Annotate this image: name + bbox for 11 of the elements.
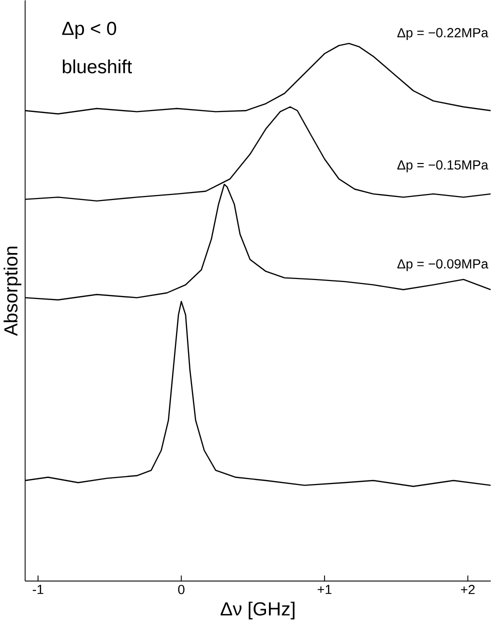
x-axis-title: Δν [GHz] — [220, 602, 294, 620]
x-tick-label: -1 — [32, 584, 44, 594]
y-axis-title: Absorption — [4, 246, 22, 336]
text: Δp < 0 — [62, 22, 116, 39]
annotation: blueshift — [62, 59, 132, 74]
x-tick-label: 0 — [178, 584, 184, 594]
x-tick-label: +1 — [318, 584, 332, 594]
text: Δp = −0.22MPa — [397, 28, 488, 40]
series-label: Δp = −0.09MPa — [397, 259, 488, 272]
x-tick-label: +2 — [460, 584, 475, 594]
series-label: Δp = −0.15MPa — [397, 160, 488, 172]
